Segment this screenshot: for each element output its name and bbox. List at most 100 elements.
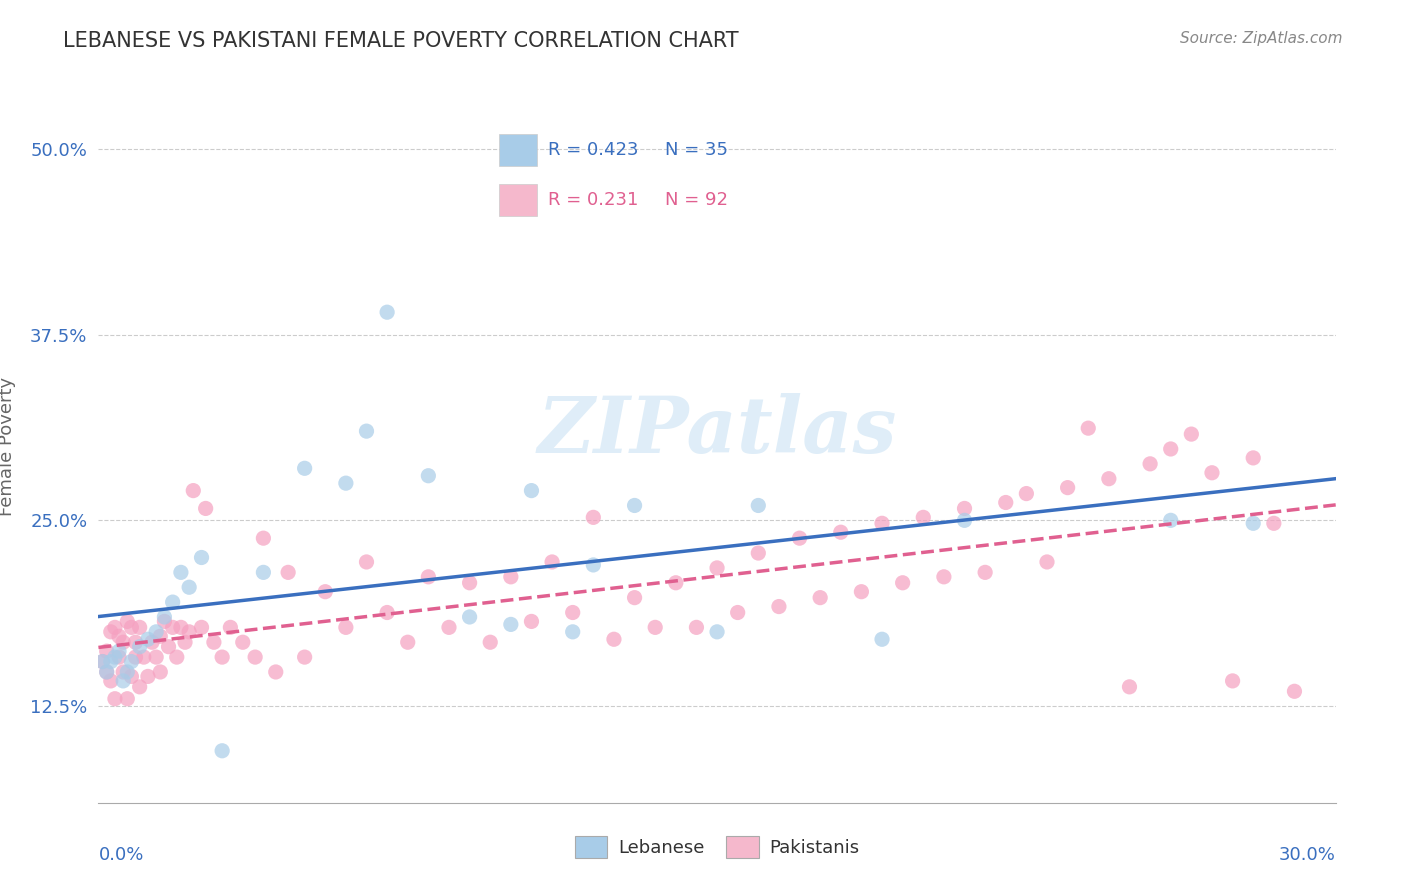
Point bbox=[190, 620, 212, 634]
Point bbox=[117, 665, 139, 679]
Point bbox=[458, 610, 481, 624]
Point bbox=[91, 655, 114, 669]
Point bbox=[356, 424, 378, 438]
Point bbox=[232, 635, 254, 649]
Point bbox=[157, 640, 180, 654]
Point bbox=[665, 575, 688, 590]
Point bbox=[91, 655, 114, 669]
Point bbox=[603, 632, 626, 647]
Point bbox=[141, 635, 163, 649]
Y-axis label: Female Poverty: Female Poverty bbox=[0, 376, 15, 516]
Point bbox=[747, 546, 769, 560]
Point bbox=[120, 655, 142, 669]
Point bbox=[1160, 442, 1182, 456]
Point bbox=[953, 501, 976, 516]
Point bbox=[120, 669, 142, 683]
Point bbox=[174, 635, 197, 649]
Point bbox=[294, 461, 316, 475]
Point bbox=[145, 650, 167, 665]
Point bbox=[128, 680, 150, 694]
Point bbox=[541, 555, 564, 569]
Point bbox=[100, 655, 122, 669]
Point bbox=[136, 669, 159, 683]
Point bbox=[153, 615, 176, 629]
Point bbox=[1098, 472, 1121, 486]
Point bbox=[1241, 450, 1264, 465]
Point bbox=[974, 566, 997, 580]
Point bbox=[375, 606, 398, 620]
Point bbox=[162, 595, 184, 609]
Point bbox=[1015, 486, 1038, 500]
Point bbox=[132, 650, 155, 665]
Point bbox=[1241, 516, 1264, 531]
Text: LEBANESE VS PAKISTANI FEMALE POVERTY CORRELATION CHART: LEBANESE VS PAKISTANI FEMALE POVERTY COR… bbox=[63, 31, 740, 51]
Point bbox=[219, 620, 242, 634]
Point bbox=[953, 513, 976, 527]
Point bbox=[277, 566, 299, 580]
Point bbox=[582, 558, 605, 572]
Text: 30.0%: 30.0% bbox=[1279, 846, 1336, 863]
Point bbox=[418, 570, 440, 584]
Point bbox=[202, 635, 225, 649]
Point bbox=[912, 510, 935, 524]
Point bbox=[124, 635, 146, 649]
Point bbox=[458, 575, 481, 590]
Point bbox=[870, 516, 893, 531]
Point bbox=[706, 624, 728, 639]
Point bbox=[153, 610, 176, 624]
Text: Source: ZipAtlas.com: Source: ZipAtlas.com bbox=[1180, 31, 1343, 46]
Legend: Lebanese, Pakistanis: Lebanese, Pakistanis bbox=[568, 829, 866, 865]
Point bbox=[1139, 457, 1161, 471]
Point bbox=[1284, 684, 1306, 698]
Point bbox=[104, 650, 127, 665]
Point bbox=[851, 584, 873, 599]
Text: ZIPatlas: ZIPatlas bbox=[537, 393, 897, 470]
Point bbox=[727, 606, 749, 620]
Point bbox=[932, 570, 955, 584]
Point bbox=[211, 650, 233, 665]
Point bbox=[96, 665, 118, 679]
Point bbox=[128, 640, 150, 654]
Point bbox=[314, 584, 336, 599]
Point bbox=[252, 566, 274, 580]
Point bbox=[170, 566, 193, 580]
Point bbox=[1036, 555, 1059, 569]
Point bbox=[1160, 513, 1182, 527]
Point bbox=[108, 650, 131, 665]
Point bbox=[120, 620, 142, 634]
Point bbox=[768, 599, 790, 614]
Point bbox=[644, 620, 666, 634]
Point bbox=[561, 624, 583, 639]
Point bbox=[418, 468, 440, 483]
Point bbox=[190, 550, 212, 565]
Point bbox=[685, 620, 707, 634]
Point bbox=[830, 525, 852, 540]
Point bbox=[108, 629, 131, 643]
Point bbox=[243, 650, 266, 665]
Point bbox=[437, 620, 460, 634]
Point bbox=[211, 744, 233, 758]
Point bbox=[100, 673, 122, 688]
Point bbox=[870, 632, 893, 647]
Point bbox=[149, 629, 172, 643]
Point bbox=[1263, 516, 1285, 531]
Point bbox=[891, 575, 914, 590]
Point bbox=[104, 620, 127, 634]
Point bbox=[117, 691, 139, 706]
Point bbox=[808, 591, 831, 605]
Point bbox=[1201, 466, 1223, 480]
Point bbox=[499, 570, 522, 584]
Point bbox=[170, 620, 193, 634]
Point bbox=[100, 624, 122, 639]
Point bbox=[112, 635, 135, 649]
Point bbox=[179, 624, 201, 639]
Point bbox=[747, 499, 769, 513]
Point bbox=[149, 665, 172, 679]
Point bbox=[112, 665, 135, 679]
Point bbox=[104, 691, 127, 706]
Point bbox=[117, 615, 139, 629]
Point bbox=[179, 580, 201, 594]
Point bbox=[706, 561, 728, 575]
Text: 0.0%: 0.0% bbox=[98, 846, 143, 863]
Point bbox=[252, 531, 274, 545]
